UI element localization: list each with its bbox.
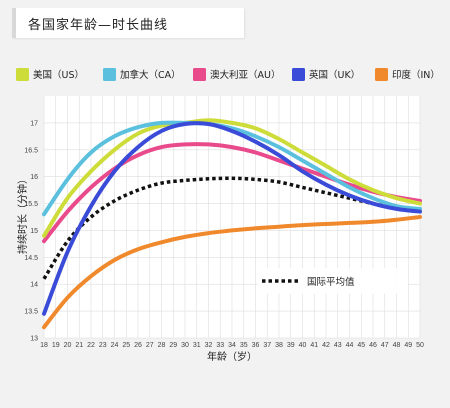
legend-swatch <box>16 68 29 81</box>
x-tick-label: 25 <box>122 342 130 349</box>
average-legend-label: 国际平均值 <box>307 276 355 288</box>
x-tick-label: 22 <box>87 342 95 349</box>
x-tick-label: 30 <box>181 342 189 349</box>
chart-title: 各国家年龄—时长曲线 <box>28 18 169 33</box>
x-tick-label: 34 <box>228 342 236 349</box>
x-tick-label: 26 <box>134 342 142 349</box>
x-tick-label: 37 <box>263 342 271 349</box>
chart-title-box: 各国家年龄—时长曲线 <box>12 8 244 38</box>
legend-swatch <box>375 68 388 81</box>
x-tick-label: 28 <box>158 342 166 349</box>
y-tick-label: 17 <box>30 120 38 127</box>
x-tick-label: 32 <box>205 342 213 349</box>
y-tick-label: 14.5 <box>24 255 38 262</box>
x-tick-label: 33 <box>216 342 224 349</box>
x-tick-label: 18 <box>40 342 48 349</box>
x-tick-label: 27 <box>146 342 154 349</box>
legend-label: 澳大利亚（AU） <box>210 69 280 81</box>
x-tick-label: 39 <box>287 342 295 349</box>
x-tick-label: 20 <box>64 342 72 349</box>
x-tick-label: 19 <box>52 342 60 349</box>
legend-label: 印度（IN） <box>392 69 440 81</box>
x-tick-label: 29 <box>169 342 177 349</box>
y-tick-label: 16 <box>30 174 38 181</box>
y-tick-label: 14 <box>30 282 38 289</box>
legend-label: 加拿大（CA） <box>120 69 181 81</box>
x-tick-label: 41 <box>310 342 318 349</box>
y-tick-label: 13.5 <box>24 309 38 316</box>
y-tick-label: 16.5 <box>24 147 38 154</box>
x-tick-label: 49 <box>404 342 412 349</box>
series-line <box>42 118 422 238</box>
series-lines <box>42 118 422 330</box>
x-tick-label: 23 <box>99 342 107 349</box>
x-tick-label: 24 <box>111 342 119 349</box>
x-tick-label: 42 <box>322 342 330 349</box>
average-legend: 国际平均值 <box>262 276 355 288</box>
x-tick-label: 40 <box>299 342 307 349</box>
x-axis-label: 年龄（岁） <box>207 350 257 363</box>
x-tick-label: 44 <box>346 342 354 349</box>
x-tick-label: 46 <box>369 342 377 349</box>
legend-label: 美国（US） <box>33 69 84 81</box>
legend: 美国（US） 加拿大（CA） 澳大利亚（AU） 英国（UK） 印度（IN） <box>16 68 440 81</box>
x-tick-label: 31 <box>193 342 201 349</box>
y-axis-label: 持续时长（分钟） <box>16 174 29 254</box>
series-line <box>42 121 422 316</box>
y-tick-label: 15.5 <box>24 201 38 208</box>
series-line <box>42 215 422 330</box>
x-tick-label: 48 <box>393 342 401 349</box>
x-tick-label: 45 <box>357 342 365 349</box>
y-tick-label: 13 <box>30 336 38 343</box>
legend-swatch <box>103 68 116 81</box>
x-tick-label: 38 <box>275 342 283 349</box>
x-tick-label: 50 <box>416 342 424 349</box>
series-line <box>42 120 422 217</box>
x-tick-label: 47 <box>381 342 389 349</box>
legend-label: 英国（UK） <box>309 69 360 81</box>
legend-swatch <box>193 68 206 81</box>
legend-swatch <box>292 68 305 81</box>
x-tick-label: 36 <box>252 342 260 349</box>
y-axis-ticks: 13 13.5 14 14.5 15 15.5 16 16.5 17 <box>24 120 38 342</box>
x-tick-label: 43 <box>334 342 342 349</box>
x-axis-ticks: 18 19 20 21 22 23 24 25 26 27 28 29 30 31 32 33 34 35 36 37… <box>40 342 424 349</box>
series-line <box>42 142 422 244</box>
x-tick-label: 35 <box>240 342 248 349</box>
x-tick-label: 21 <box>75 342 83 349</box>
y-tick-label: 15 <box>30 228 38 235</box>
